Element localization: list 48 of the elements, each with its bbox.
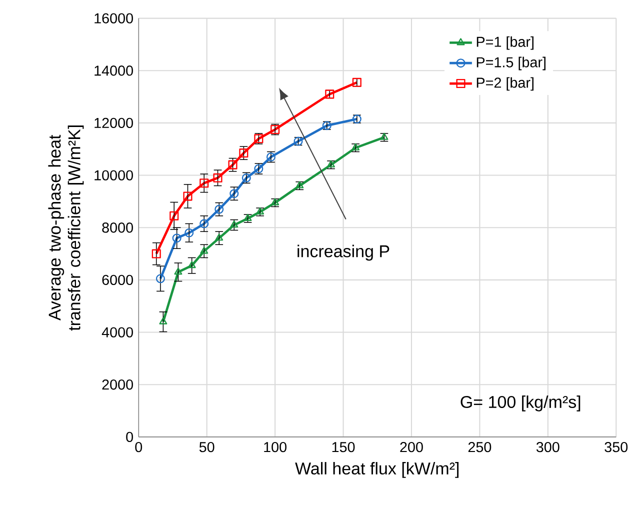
x-tick-label: 300	[536, 442, 560, 452]
y-tick-label: 8000	[102, 222, 133, 233]
point	[172, 233, 182, 242]
point	[228, 160, 238, 170]
legend-label: P=1.5 [bar]	[476, 56, 546, 70]
point	[183, 192, 192, 201]
point	[188, 260, 196, 268]
y-tick-label: 14000	[94, 65, 133, 76]
point	[200, 178, 209, 188]
point	[200, 246, 208, 254]
x-tick-label: 150	[332, 442, 355, 452]
x-tick-label: 250	[468, 442, 492, 452]
point	[352, 143, 360, 150]
point	[159, 317, 168, 324]
y-tick-label: 12000	[94, 118, 133, 128]
x-tick-label: 350	[604, 442, 628, 452]
point	[327, 160, 335, 168]
legend-label: P=2 [bar]	[476, 77, 534, 91]
point	[214, 204, 224, 214]
point	[200, 219, 209, 228]
point	[170, 211, 179, 220]
x-tick-label: 50	[199, 442, 214, 452]
point	[256, 207, 264, 214]
y-tick-label: 2000	[102, 379, 133, 390]
point	[239, 148, 248, 158]
y-tick-label: 0	[126, 432, 133, 442]
point	[156, 274, 165, 284]
y-tick-label: 4000	[102, 327, 133, 338]
y-tick-label: 6000	[102, 274, 133, 285]
point	[230, 188, 239, 198]
annotation: increasing P	[298, 244, 390, 261]
point	[215, 233, 224, 241]
y-axis-title: Average two-phase heat transfer coefficient [W/m²K]	[48, 125, 84, 331]
point	[184, 228, 194, 238]
annotation: G= 100 [kg/m²s]	[460, 395, 580, 412]
point	[380, 132, 388, 140]
point	[174, 267, 182, 275]
x-tick-label: 200	[400, 442, 423, 452]
point	[152, 249, 161, 258]
y-tick-label: 10000	[94, 170, 133, 180]
legend-label: P=1 [bar]	[476, 36, 534, 50]
x-axis-title: Wall heat flux [kW/m²]	[295, 462, 459, 478]
point	[244, 214, 252, 221]
x-tick-label: 0	[135, 442, 142, 452]
x-tick-label: 100	[264, 442, 286, 452]
y-tick-label: 16000	[94, 13, 133, 24]
point	[213, 173, 222, 182]
point	[230, 220, 238, 228]
